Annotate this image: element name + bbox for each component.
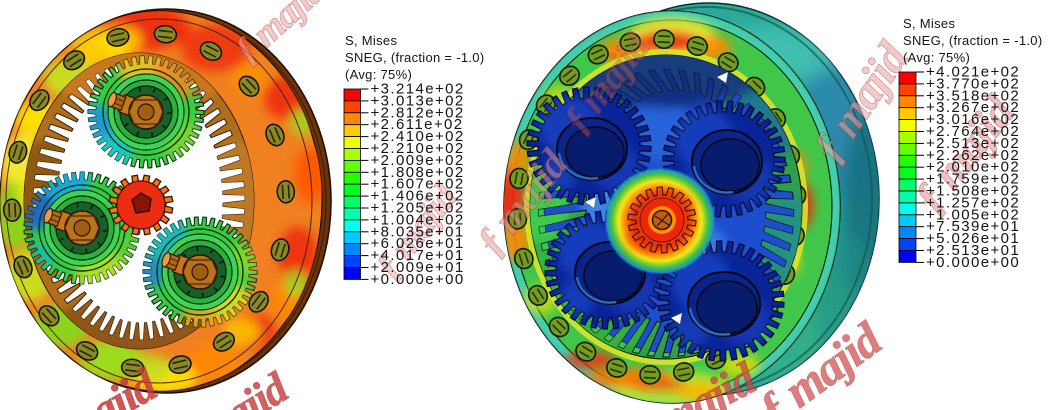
svg-text:+2.210e+02: +2.210e+02 <box>371 140 465 157</box>
svg-text:+3.267e+02: +3.267e+02 <box>926 99 1020 116</box>
svg-text:+2.764e+02: +2.764e+02 <box>926 123 1020 140</box>
svg-text:+2.410e+02: +2.410e+02 <box>371 128 465 145</box>
svg-text:+7.539e+01: +7.539e+01 <box>926 218 1020 235</box>
svg-text:+2.009e+01: +2.009e+01 <box>371 259 465 276</box>
svg-text:+1.508e+02: +1.508e+02 <box>926 183 1020 200</box>
svg-text:+3.016e+02: +3.016e+02 <box>926 111 1020 128</box>
svg-text:(Avg: 75%): (Avg: 75%) <box>345 67 412 82</box>
svg-text:+1.759e+02: +1.759e+02 <box>926 171 1020 188</box>
svg-text:+2.010e+02: +2.010e+02 <box>926 159 1020 176</box>
svg-text:SNEG, (fraction = -1.0): SNEG, (fraction = -1.0) <box>903 33 1042 48</box>
svg-text:+1.808e+02: +1.808e+02 <box>371 164 465 181</box>
svg-text:+1.004e+02: +1.004e+02 <box>371 211 465 228</box>
svg-text:+2.513e+02: +2.513e+02 <box>926 135 1020 152</box>
svg-text:+3.518e+02: +3.518e+02 <box>926 87 1020 104</box>
svg-text:+2.611e+02: +2.611e+02 <box>371 116 464 133</box>
svg-text:+0.000e+00: +0.000e+00 <box>926 254 1020 271</box>
svg-text:+2.812e+02: +2.812e+02 <box>371 104 465 121</box>
svg-text:+1.406e+02: +1.406e+02 <box>371 188 465 205</box>
svg-text:+3.770e+02: +3.770e+02 <box>926 75 1020 92</box>
svg-text:+3.214e+02: +3.214e+02 <box>371 81 465 98</box>
svg-text:+1.257e+02: +1.257e+02 <box>926 194 1020 211</box>
svg-text:+4.021e+02: +4.021e+02 <box>926 64 1020 81</box>
svg-text:+1.205e+02: +1.205e+02 <box>371 200 465 217</box>
svg-text:+3.013e+02: +3.013e+02 <box>371 92 465 109</box>
svg-text:+0.000e+00: +0.000e+00 <box>371 271 465 288</box>
svg-text:+8.035e+01: +8.035e+01 <box>371 223 465 240</box>
svg-text:+6.026e+01: +6.026e+01 <box>371 235 465 252</box>
svg-text:+1.005e+02: +1.005e+02 <box>926 206 1020 223</box>
svg-text:+1.607e+02: +1.607e+02 <box>371 176 465 193</box>
svg-text:SNEG, (fraction = -1.0): SNEG, (fraction = -1.0) <box>345 50 484 65</box>
svg-text:S, Mises: S, Mises <box>345 33 397 48</box>
svg-text:(Avg: 75%): (Avg: 75%) <box>903 50 970 65</box>
svg-text:+5.026e+01: +5.026e+01 <box>926 230 1020 247</box>
svg-text:+4.017e+01: +4.017e+01 <box>371 247 465 264</box>
svg-text:+2.009e+02: +2.009e+02 <box>371 152 465 169</box>
svg-text:+2.262e+02: +2.262e+02 <box>926 147 1020 164</box>
svg-text:+2.513e+01: +2.513e+01 <box>926 242 1020 259</box>
svg-text:S, Mises: S, Mises <box>903 16 955 31</box>
